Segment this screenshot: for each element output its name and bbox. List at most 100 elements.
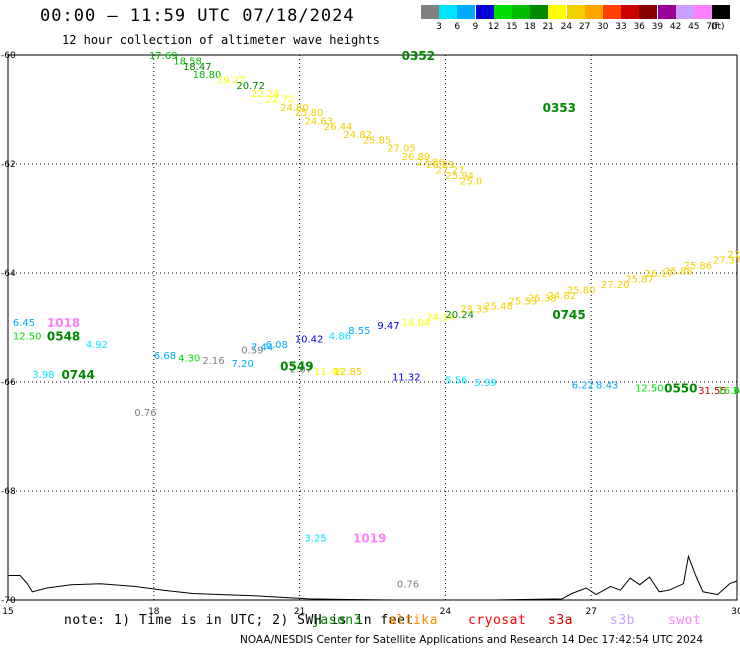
pass-time-label: 0550	[664, 381, 697, 395]
lon-label: 24	[440, 607, 452, 617]
wave-height-value: 25.94	[445, 171, 474, 182]
legend-label: 9	[472, 22, 479, 32]
legend-label: 24	[560, 22, 573, 32]
legend-label: 39	[651, 22, 664, 32]
pass-time-label: 0745	[552, 308, 585, 322]
wave-height-value: 6.08	[266, 340, 288, 351]
legend-label: 45	[688, 22, 700, 32]
note-text: note: 1) Time is in UTC; 2) SWH is in fe…	[64, 613, 414, 628]
wave-height-value: 25.48	[484, 302, 513, 313]
wave-height-value: 19.27	[217, 76, 246, 87]
wave-height-value: 4.30	[178, 353, 200, 364]
wave-height-value: 27.27	[436, 165, 465, 176]
satellite-altika: altika	[388, 613, 438, 628]
wave-height-value: 24.82	[343, 130, 372, 141]
wave-height-value: 2.67	[290, 364, 312, 375]
lon-label: 18	[148, 607, 160, 617]
lat-label: -62	[1, 160, 16, 170]
wave-height-value: 17.69	[149, 51, 178, 62]
lon-label: 21	[294, 607, 305, 617]
wave-height-value: 25.87	[625, 274, 654, 285]
wave-height-value: 14.04	[402, 318, 431, 329]
legend-label: 15	[506, 22, 518, 32]
pass-time-label: 0353	[543, 101, 576, 115]
legend-label: 70	[706, 22, 718, 32]
wave-height-value: 12.85	[334, 367, 363, 378]
wave-height-value: 18.80	[193, 70, 222, 81]
wave-height-value: 25.85	[363, 135, 392, 146]
wave-height-value: 24.14	[426, 313, 455, 324]
satellite-jason3: jason3	[312, 613, 362, 628]
wave-height-value: 10.42	[295, 334, 324, 345]
wave-height-value: 7.44	[251, 343, 273, 354]
lat-label: -64	[1, 269, 16, 279]
wave-height-value: 4.92	[86, 340, 108, 351]
wave-height-value: 27.37	[713, 255, 740, 266]
legend-label: 27	[578, 22, 591, 32]
wave-height-value: 11.32	[392, 373, 421, 384]
wave-height-value: 25.88	[664, 266, 693, 277]
legend-swatch	[493, 5, 512, 19]
wave-height-value: 20.24	[445, 310, 474, 321]
wave-height-value: 24.63	[304, 116, 333, 127]
legend-swatch	[548, 5, 567, 19]
wave-height-value: 22.72	[266, 95, 295, 106]
wave-height-value: 18.58	[173, 56, 202, 67]
wave-height-value: 20.72	[236, 81, 265, 92]
wave-height-value: 4.86	[329, 332, 351, 343]
legend-swatch	[712, 5, 731, 19]
wave-height-value: 6.68	[154, 351, 176, 362]
wave-height-value: 3.25	[304, 533, 326, 544]
wave-height-value: 27.20	[601, 280, 630, 291]
wave-height-value: 12.50	[13, 332, 42, 343]
wave-height-value: 27.86	[416, 157, 445, 168]
legend-swatch	[657, 5, 676, 19]
wave-height-value: 8.55	[348, 326, 370, 337]
wave-height-value: 25.0	[460, 176, 482, 187]
wave-height-value: 24.82	[547, 291, 576, 302]
legend-label: 3	[436, 22, 442, 32]
legend-swatch	[621, 5, 640, 19]
legend-label: 42	[669, 22, 682, 32]
wave-height-value: 25.86	[684, 261, 713, 272]
satellite-cryosat: cryosat	[468, 613, 527, 628]
wave-height-value: 12.50	[635, 383, 664, 394]
wave-height-value: 25.38	[528, 294, 557, 305]
lat-label: -70	[1, 596, 16, 606]
wave-height-value: 26.29	[426, 160, 455, 171]
satellite-s3a: s3a	[548, 613, 573, 628]
wave-height-value: 7.20	[232, 359, 254, 370]
wave-height-value: 14.32	[732, 386, 740, 397]
lon-label: 27	[585, 607, 596, 617]
legend-swatch	[584, 5, 603, 19]
legend-swatch	[694, 5, 712, 19]
wave-height-value: 24.80	[280, 103, 309, 114]
legend-label: 21	[542, 22, 554, 32]
legend-swatch	[475, 5, 494, 19]
pass-time-label: 0549	[280, 360, 313, 374]
wave-height-value: 31.55	[698, 386, 727, 397]
legend-label: 12	[487, 22, 500, 32]
wave-height-value: 22.24	[251, 89, 280, 100]
pass-time-label: 1018	[47, 316, 80, 330]
wave-height-value: 25.80	[567, 285, 596, 296]
legend-swatch	[530, 5, 549, 19]
map-title: 00:00 – 11:59 UTC 07/18/2024	[40, 6, 355, 26]
wave-height-value: 9.47	[377, 321, 399, 332]
map-subtitle: 12 hour collection of altimeter wave hei…	[62, 33, 380, 47]
pass-time-label: 0548	[47, 330, 80, 344]
legend-unit: (ft)	[711, 22, 725, 32]
wave-height-value: 8.43	[596, 381, 618, 392]
legend-label: 18	[524, 22, 536, 32]
lat-label: -60	[1, 51, 16, 61]
legend-label: 36	[633, 22, 645, 32]
wave-height-value: 6.22	[572, 381, 594, 392]
lon-label: 15	[2, 607, 13, 617]
satellite-swot: swot	[668, 613, 702, 628]
wave-height-value: 27	[727, 250, 740, 261]
lat-label: -68	[1, 487, 16, 497]
wave-height-value: 25.80	[295, 108, 324, 119]
wave-height-value: 11.46	[314, 367, 343, 378]
credit-line: NOAA/NESDIS Center for Satellite Applica…	[240, 634, 704, 646]
wave-height-value: 27.05	[387, 144, 416, 155]
